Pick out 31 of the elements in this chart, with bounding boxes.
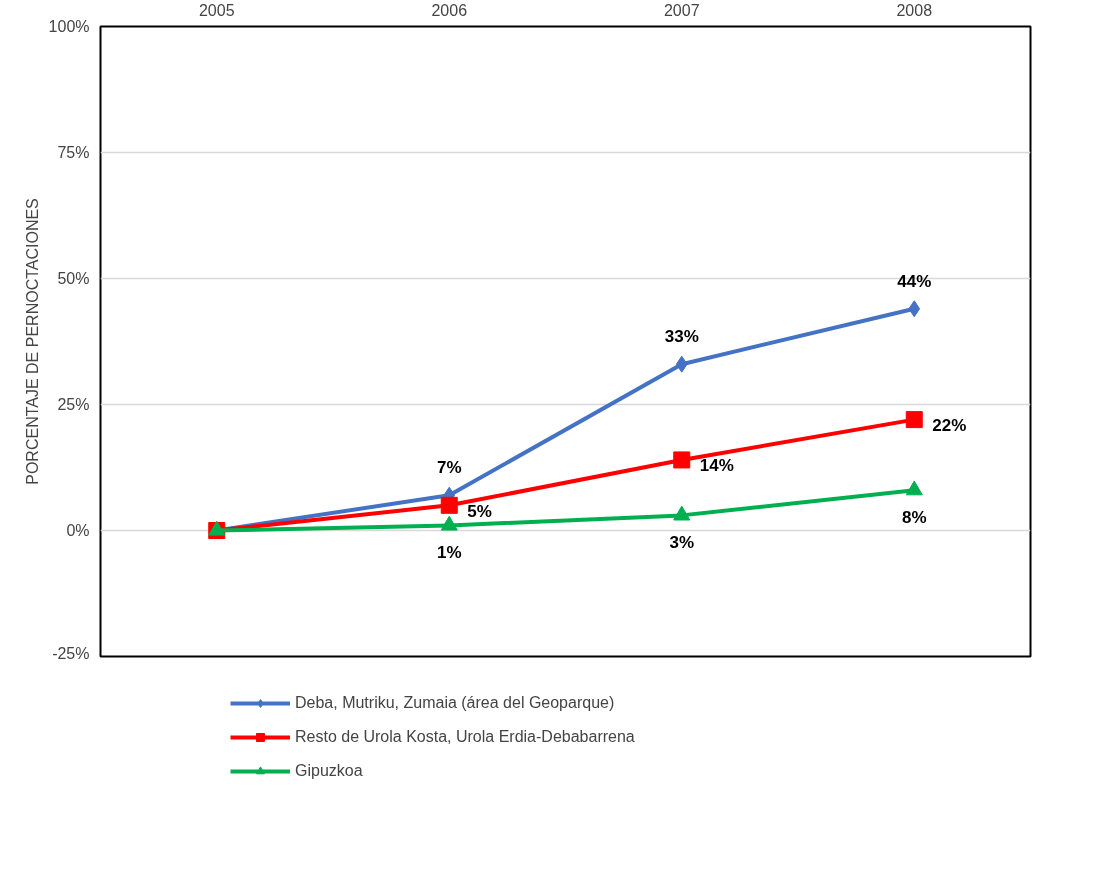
data-label: 14% [699, 456, 734, 476]
y-tick-label: 100% [48, 18, 90, 35]
point [905, 411, 923, 429]
y-tick-label: -25% [52, 644, 90, 662]
point [440, 496, 458, 514]
point [440, 515, 458, 531]
data-label: 1% [436, 543, 462, 563]
point [905, 480, 923, 496]
point [908, 300, 921, 318]
point [673, 451, 691, 469]
legend-label: Gipuzkoa [295, 762, 363, 780]
x-tick-label: 2007 [663, 1, 700, 19]
y-axis-title: PORCENTAJE DE PERNOCTACIONES [23, 198, 41, 485]
y-tick-label: 75% [57, 144, 90, 161]
x-tick-label: 2005 [198, 1, 235, 19]
legend-label: Deba, Mutriku, Zumaia (área del Geoparque) [295, 694, 615, 712]
data-label: 3% [669, 533, 695, 553]
data-label: 7% [436, 458, 462, 478]
point [675, 355, 688, 373]
data-label: 5% [467, 501, 492, 521]
data-label: 22% [932, 416, 967, 436]
y-tick-label: 0% [66, 522, 90, 539]
y-tick-label: 25% [57, 396, 90, 413]
x-tick-label: 2006 [431, 1, 468, 19]
data-label: 8% [901, 508, 927, 528]
data-label: 44% [897, 271, 932, 291]
legend-label: Resto de Urola Kosta, Urola Erdia-Debabarrena [295, 728, 635, 746]
y-tick-label: 50% [57, 270, 90, 287]
data-label: 33% [664, 327, 699, 347]
x-tick-label: 2008 [896, 1, 933, 19]
point [673, 505, 691, 521]
